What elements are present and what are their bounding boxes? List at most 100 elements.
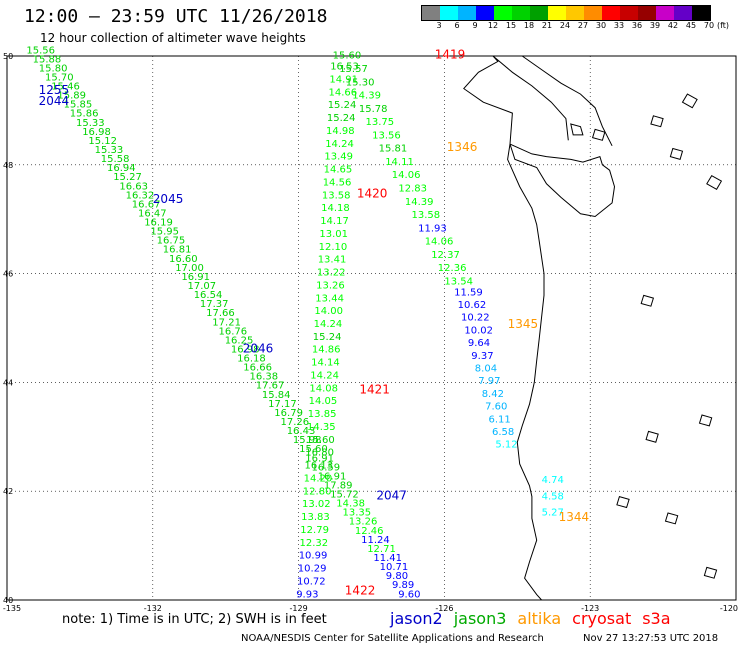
wave-height-value: 13.54 [444,277,473,288]
colorbar-tick-label: 3 [436,21,442,30]
wave-height-value: 14.91 [329,75,358,86]
generation-timestamp: Nov 27 13:27:53 UTC 2018 [583,633,719,644]
wave-height-value: 10.22 [461,313,490,324]
wave-height-value: 16.81 [163,245,192,256]
wave-height-value: 10.71 [380,562,409,573]
wave-height-value: 15.30 [346,77,375,88]
coastline-path [463,55,616,601]
inland-water-outline [640,294,655,307]
pass-label-altika: 1345 [508,317,539,331]
wave-height-value: 16.32 [126,190,155,201]
wave-height-value: 16.75 [157,236,186,247]
wave-height-value: 16.91 [305,453,334,464]
wave-height-value: 17.66 [206,308,235,319]
wave-height-value: 14.14 [311,358,340,369]
wave-height-value: 17.07 [188,281,217,292]
wave-height-value: 9.80 [386,571,408,582]
colorbar-tick-label: 39 [649,21,661,30]
colorbar-swatch [638,6,656,20]
wave-height-value: 16.91 [181,272,210,283]
wave-height-value: 9.37 [471,351,493,362]
wave-height-value: 17.26 [281,417,310,428]
pass-label-cryosat: 1421 [359,382,390,396]
wave-height-value: 14.35 [307,422,336,433]
colorbar-tick-label: 70 [703,21,715,30]
colorbar-swatch [656,6,674,20]
lat-tick-label: 50 [3,52,13,61]
wave-height-value: 13.75 [366,117,395,128]
wave-height-value: 14.65 [324,165,353,176]
colorbar-swatch [566,6,584,20]
wave-height-value: 15.89 [57,91,86,102]
wave-height-value: 13.26 [316,280,345,291]
wave-height-value: 14.98 [326,126,355,137]
wave-height-value: 9.60 [398,589,420,600]
wave-height-value: 16.47 [138,209,167,220]
lat-lon-grid [6,55,737,601]
wave-height-value: 16.98 [231,345,260,356]
colorbar-swatch [674,6,692,20]
wave-height-value: 15.86 [70,109,99,120]
wave-height-value: 13.22 [317,268,346,279]
wave-height-value: 12.83 [398,184,427,195]
legend-jason2: jason2 [390,609,443,628]
pass-label-cryosat: 1419 [435,48,466,62]
wave-height-value: 16.25 [225,335,254,346]
wave-height-value: 14.05 [309,396,338,407]
wave-height-value: 16.67 [132,199,161,210]
wave-height-value: 12.79 [300,525,329,536]
wave-height-value: 12.37 [431,250,460,261]
wave-height-value: 14.24 [325,139,354,150]
lon-tick-label: -120 [720,604,738,613]
colorbar-swatch [692,6,710,20]
colorbar-labels: 3 6 9 12 15 18 21 24 27 30 33 36 39 42 45 70 (ft) [421,21,740,33]
colorbar-swatch [494,6,512,20]
lon-tick-label: -123 [581,604,599,613]
wave-height-value: 14.39 [352,91,381,102]
inland-water-outline [681,93,698,109]
wave-height-value: 12.32 [300,538,329,549]
colorbar-tick-label: 33 [613,21,625,30]
colorbar-swatch [440,6,458,20]
wave-height-value: 16.19 [144,218,173,229]
wave-height-value: 15.80 [39,63,68,74]
pass-label-jason2: 2045 [153,192,184,206]
wave-height-value: 14.24 [314,319,343,330]
wave-height-value: 14.00 [314,306,343,317]
wave-height-value: 13.44 [315,293,344,304]
wave-height-value: 15.81 [379,144,408,155]
credit-line: NOAA/NESDIS Center for Satellite Applica… [241,633,544,644]
pass-label-cryosat: 1422 [345,584,376,598]
wave-height-value: 14.24 [310,371,339,382]
colorbar-tick-label: 30 [595,21,607,30]
inland-water-outline [698,414,713,427]
lat-tick-label: 40 [3,596,13,605]
inland-water-outline [664,512,679,525]
wave-height-value: 16.38 [250,372,279,383]
wave-height-value: 17.00 [175,263,204,274]
wave-height-value: 8.04 [475,364,497,375]
lat-tick-label: 42 [3,487,13,496]
colorbar-tick-label: 27 [577,21,589,30]
coastline [463,55,723,601]
colorbar-swatch [476,6,494,20]
wave-height-value: 15.60 [299,444,328,455]
wave-height-value: 9.89 [392,580,414,591]
wave-height-value: 16.43 [287,426,316,437]
pass-label-jason2: 2047 [376,488,407,502]
wave-height-value: 11.24 [361,535,390,546]
colorbar-tick-label: 9 [472,21,478,30]
wave-height-value: 10.72 [297,576,326,587]
wave-height-value: 13.41 [318,255,347,266]
colorbar-swatch [548,6,566,20]
wave-height-colorbar [421,5,711,21]
wave-height-value: 16.91 [318,471,347,482]
wave-height-value: 12.46 [355,526,384,537]
pass-label-cryosat: 1420 [357,186,388,200]
mainland-shore [521,55,613,147]
colorbar-tick-label: 21 [541,21,553,30]
legend-jason3: jason3 [453,609,507,628]
wave-height-value: 10.99 [299,551,328,562]
wave-height-value: 12.71 [367,544,396,555]
